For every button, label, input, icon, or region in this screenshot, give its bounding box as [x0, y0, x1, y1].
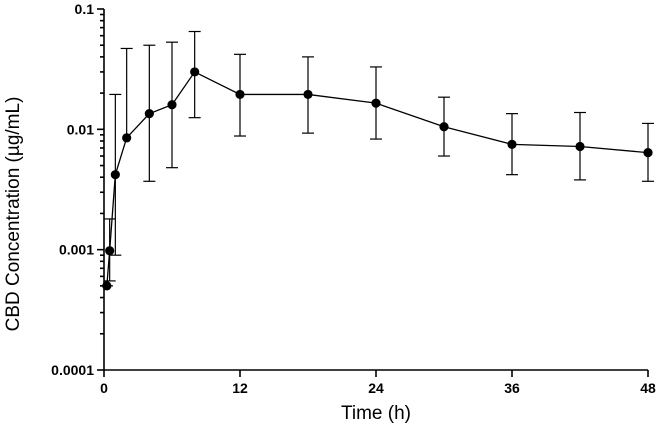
x-tick-label: 12: [232, 380, 248, 396]
y-axis-title: CBD Concentration (µg/mL): [3, 97, 24, 332]
data-point: [303, 89, 313, 100]
data-point: [167, 100, 177, 110]
data-point: [105, 246, 115, 256]
x-tick-label: 24: [368, 380, 384, 396]
x-axis-title: Time (h): [341, 403, 411, 424]
data-point: [643, 148, 653, 158]
data-point: [110, 170, 120, 180]
y-tick-label: 0.0001: [51, 362, 94, 378]
y-tick-label: 0.01: [67, 121, 94, 137]
axes: 0.0001 0.001 0.01 0.1 0 12 24 36 48: [51, 1, 656, 396]
data-point: [190, 67, 200, 77]
data-point: [235, 89, 245, 100]
y-tick-label: 0.001: [59, 242, 94, 258]
x-tick-label: 0: [100, 380, 108, 396]
error-bars: [100, 30, 654, 287]
data-point: [371, 98, 381, 108]
x-tick-label: 36: [504, 380, 520, 396]
data-point: [439, 122, 449, 132]
data-point: [575, 141, 585, 152]
series-line-group: [106, 71, 649, 286]
x-tick-label: 48: [640, 380, 656, 396]
data-point: [122, 133, 132, 143]
data-point: [102, 281, 112, 291]
data-point: [507, 139, 517, 149]
data-point: [144, 109, 154, 119]
data-points: [102, 67, 653, 291]
y-tick-label: 0.1: [75, 1, 95, 17]
series-line: [106, 71, 649, 286]
